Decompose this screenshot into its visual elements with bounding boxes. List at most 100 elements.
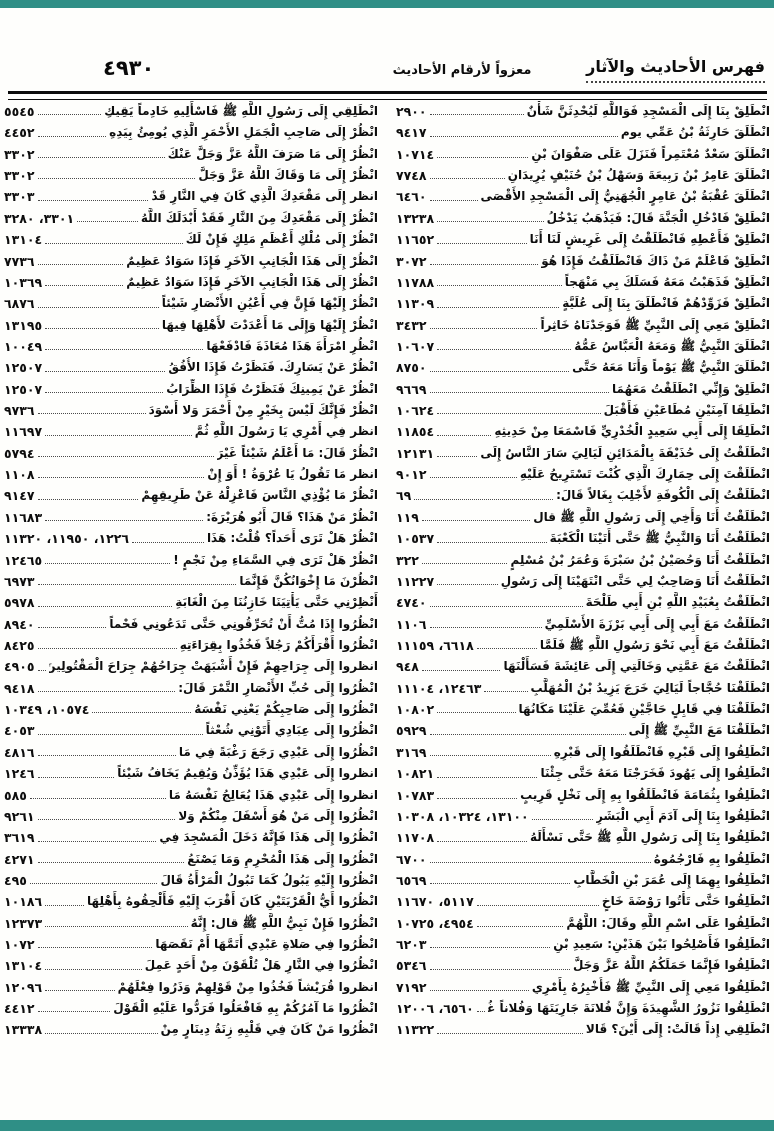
- entry-numbers: ٦٥٦٠، ١٢٠٠٦: [396, 1001, 474, 1017]
- index-entry-row: انْطَلِقُوا بِنَا إِلَى رَسُولِ اللَّهِ …: [396, 827, 770, 848]
- entry-text: انْظُرْ مَنْ هَذَا؟ قَالَ أَبُو هُرَيْرَ…: [206, 509, 378, 524]
- entry-text: انْطَلِقْ فَأَعْطِهِ فَانْطَلَقْتُ إِلَى…: [529, 232, 770, 247]
- dotted-leader: [476, 926, 564, 928]
- entry-text: انْطَلِقْ وَإِنِّي انْطَلَقْتُ مَعَهُمَا: [612, 381, 770, 396]
- index-entry-row: انْطَلَقْتُ مَعَ أَبِي نَحْوَ رَسُولِ ال…: [396, 635, 770, 656]
- entry-numbers: ٥٩٧٨: [4, 595, 35, 611]
- index-entry-row: انْطَلَقْتُ أَنَا وَصَاحِبٌ لِي حَتَّى ا…: [396, 571, 770, 592]
- dotted-leader: [45, 926, 188, 928]
- dotted-leader: [45, 327, 159, 329]
- entry-text: انْظُرُوا أَقْرَأَكُمْ رَجُلاً فَخُذُوا …: [179, 637, 378, 652]
- entry-numbers: ١١٢٢٧: [396, 573, 435, 589]
- entry-text: انْظُرُوا إِلَى مَنْ هُوَ أَسْفَلَ مِنْك…: [178, 808, 378, 823]
- dotted-leader: [45, 1032, 158, 1034]
- index-entry-row: انْظُرُوا إِذَا مُتُّ أَنْ تُحَرِّقُونِي…: [4, 614, 378, 635]
- dotted-leader: [429, 626, 542, 628]
- entry-text: انْطَلِقُوا بِهِمَا إِلَى عُمَرَ بْنِ ال…: [573, 872, 770, 887]
- entry-numbers: ٣٣٠١، ٣٢٨٠: [4, 210, 75, 226]
- dotted-leader: [45, 562, 171, 564]
- entry-numbers: ٨٤٢٥: [4, 637, 35, 653]
- dotted-leader: [484, 691, 528, 693]
- entry-text: انْظُرُوا إِلَى صَاحِبِكُمْ يَعْنِي نَفْ…: [194, 702, 378, 717]
- index-entry-row: انْظُرُوا إِلَى هَذَا الْمُحْرِمِ وَمَا …: [4, 849, 378, 870]
- entry-numbers: ١١٣٢٢: [396, 1022, 435, 1038]
- dotted-leader: [429, 990, 529, 992]
- dotted-leader: [437, 221, 544, 223]
- entry-numbers: ١٠٧٨٣: [396, 787, 435, 803]
- entry-text: انْطَلَقْتُ أَنَا وَالنَّبِيُّ ﷺ حَتَّى …: [549, 531, 770, 546]
- entry-text: انْظُرُوا إِلَى هَذَا فَإِنَّهُ دَخَلَ ا…: [159, 830, 378, 845]
- entry-numbers: ١١٨٥٤: [396, 424, 435, 440]
- index-entry-row: انْظُرُوا مَنْ كَانَ فِي قَلْبِهِ زِنَةُ…: [4, 1019, 378, 1040]
- index-entry-row: انْطَلِقِي إِلَى رَسُولِ اللَّهِ ﷺ فَاسْ…: [4, 101, 378, 122]
- index-entry-row: انْطَلِقُوا عَلَى اسْمِ اللَّهِ وقَالَ: …: [396, 913, 770, 934]
- dotted-leader: [45, 520, 204, 522]
- index-entry-row: انْطَلَقْنَا مَعَ النَّبِيِّ ﷺ إِلَى ٥٩٢٩: [396, 720, 770, 741]
- entry-numbers: ٩١٤٧: [4, 488, 35, 504]
- entry-numbers: ٦٦١٨، ١١١٥٩: [396, 637, 474, 653]
- dotted-leader: [437, 349, 572, 351]
- entry-numbers: ٤٧٤٠: [396, 595, 427, 611]
- entry-text: انْظُرُوا أَيُّ الْقَرْيَتَيْنِ كَانَ أَ…: [87, 894, 378, 909]
- dotted-leader: [37, 584, 237, 586]
- index-entry-row: انْطَلِقُوا مَعِي إِلَى النَّبِيِّ ﷺ فَأ…: [396, 977, 770, 998]
- index-entry-row: انْطَلِقُوا بِهِ فَارْجُمُوهُ ٦٧٠٠: [396, 849, 770, 870]
- dotted-leader: [37, 861, 185, 863]
- dotted-leader: [437, 157, 529, 159]
- index-entry-row: انْطَلِقُوا بِهِمَا إِلَى عُمَرَ بْنِ ال…: [396, 870, 770, 891]
- entry-numbers: ٩٤١٧: [396, 125, 427, 141]
- entry-numbers: ١٢٢٦، ١١٩٥٠، ١١٣٢٠: [4, 531, 130, 547]
- entry-text: انْطَلِقُوا حَتَّى تَأْتُوا رَوْضَةَ خَا…: [601, 894, 770, 909]
- entry-numbers: ١١٠٦: [396, 616, 427, 632]
- entry-text: انْطَلِقَا آمِنَيْنِ مُطَاعَيْنِ فَأَقْب…: [603, 403, 770, 418]
- dotted-leader: [45, 349, 204, 351]
- entry-numbers: ٣٤٣٢: [396, 317, 427, 333]
- index-entry-row: انْطَلَقَ النَّبِيُّ ﷺ وَمَعَهُ الْعَبَّ…: [396, 336, 770, 357]
- index-entry-row: انْظُرْ إِلَى مَا وَقَاكَ اللَّهُ عَزَّ …: [4, 165, 378, 186]
- entry-text: انْظُرُوا إِلَى عِبَادِي أَتَوْنِي شُعْث…: [205, 723, 378, 738]
- entry-numbers: ٥٧٩٤: [4, 445, 35, 461]
- index-entry-row: انْظُرُوا إِلَى عَبْدِي رَجَعَ رَغْبَةً …: [4, 742, 378, 763]
- dotted-leader: [37, 947, 153, 949]
- dotted-leader: [37, 626, 107, 628]
- header-center-label: معزواً لأرقام الأحاديث: [392, 63, 532, 78]
- entry-numbers: ٤٠٥٣: [4, 723, 35, 739]
- entry-text: انْطَلَقَ النَّبِيُّ ﷺ وَمَعَهُ الْعَبَّ…: [574, 338, 770, 353]
- entry-numbers: ١٢٠٩٦: [4, 979, 43, 995]
- page-title: فهرس الأحاديث والآثار: [586, 57, 765, 83]
- entry-numbers: ٤٨١٦: [4, 744, 35, 760]
- entry-text: انْظُرْ إِلَى صَاحِبِ الْجَمَلِ الأَحْمَ…: [109, 125, 378, 140]
- entry-text: انْظُرُوا فَإِنْ نَبِيُّ اللَّهِ ﷺ قال: …: [190, 915, 378, 930]
- entry-numbers: ٤٩٥: [4, 872, 27, 888]
- index-entry-row: انْطَلِقُوا حَتَّى تَأْتُوا رَوْضَةَ خَا…: [396, 891, 770, 912]
- entry-numbers: ٩٤٨: [396, 659, 419, 675]
- entry-text: انْظُرْ إِلَى هَذَا الْجَانِبِ الآخَرِ ف…: [126, 253, 378, 268]
- dotted-leader: [429, 968, 570, 970]
- dotted-leader: [429, 263, 539, 265]
- entry-text: انْطَلِقُوا نَزُورُ الشَّهِيدَةَ وَإِنَّ…: [487, 1001, 770, 1016]
- dotted-leader: [37, 114, 102, 116]
- entry-text: انْطَلَقْتُ أَنَا وَصَاحِبٌ لِي حَتَّى ا…: [500, 573, 770, 588]
- index-entry-row: انْظُرُوا إِلَى هَذَا فَإِنَّهُ دَخَلَ ا…: [4, 827, 378, 848]
- index-entry-row: انْطَلِقُوا بِنَا إِلَى آدَمَ أَبِي الْب…: [396, 806, 770, 827]
- entry-text: انظروا إِلَى عَبْدِي هَذَا يُعَالِجُ نَف…: [168, 787, 378, 802]
- dotted-leader: [429, 883, 571, 885]
- dotted-leader: [429, 861, 651, 863]
- entry-numbers: ٥١١٧، ١١٦٧٠: [396, 894, 474, 910]
- index-entry-row: انْطَلَقْنَا فِي قَابِلٍ حَاجَّيْنِ فَعُ…: [396, 699, 770, 720]
- dotted-leader: [37, 263, 124, 265]
- index-entry-row: انْظُرْ إِلَى هَذَا الْجَانِبِ الآخَرِ ف…: [4, 272, 378, 293]
- dotted-leader: [437, 1032, 583, 1034]
- entry-numbers: ٩٧٣٦: [4, 403, 35, 419]
- dotted-leader: [421, 520, 531, 522]
- entry-numbers: ٤٤٥٢: [4, 125, 35, 141]
- index-entry-row: انْظُرُوا إِلَى مَنْ هُوَ أَسْفَلَ مِنْك…: [4, 806, 378, 827]
- index-entry-row: انظر مَا تَقُولُ يَا عُرْوَةُ ! أَوَ إِن…: [4, 464, 378, 485]
- entry-numbers: ٧١٩٢: [396, 979, 427, 995]
- entry-numbers: ١٣١٠٠، ١٠٣٢٤، ١٠٣٠٨: [396, 808, 529, 824]
- dotted-leader: [437, 456, 478, 458]
- dotted-leader: [132, 541, 204, 543]
- index-entry-row: انْطَلَقَ حَارِثَةُ بْنُ عَمِّي يوم ٩٤١٧: [396, 122, 770, 143]
- entry-numbers: ٦٥٦٩: [396, 872, 427, 888]
